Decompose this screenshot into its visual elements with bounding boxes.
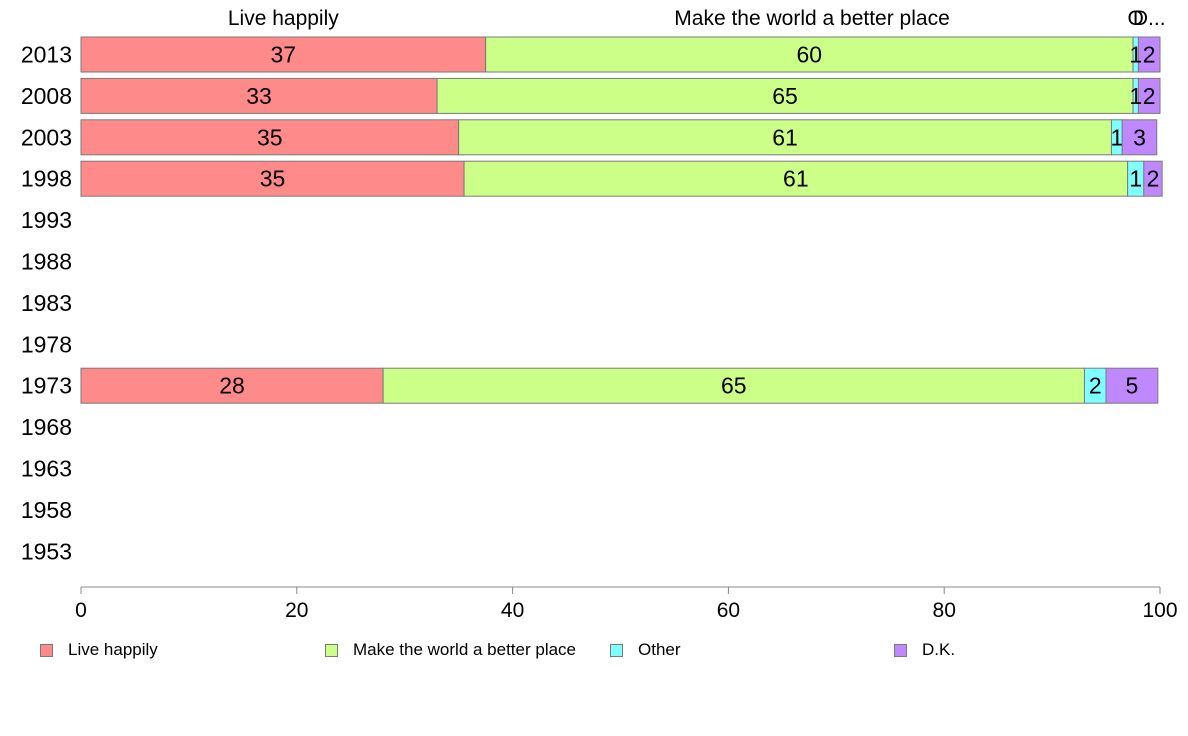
data-label-1998-series-2: 1 bbox=[1129, 166, 1142, 192]
year-label-1978: 1978 bbox=[21, 331, 72, 357]
bar-1998-series-0 bbox=[80, 160, 465, 197]
data-label-1973-series-0: 28 bbox=[219, 373, 245, 399]
legend-label-0: Live happily bbox=[68, 640, 158, 659]
year-label-1953: 1953 bbox=[21, 538, 72, 564]
data-label-1998-series-0: 35 bbox=[260, 166, 286, 192]
data-label-1998-series-1: 61 bbox=[783, 166, 809, 192]
year-label-2003: 2003 bbox=[21, 124, 72, 150]
x-tick-label-80: 80 bbox=[933, 599, 956, 622]
x-tick-label-20: 20 bbox=[285, 599, 308, 622]
legend-item-0: Live happily bbox=[40, 640, 158, 660]
year-axis-labels: 2013 2008 2003 1998 1993 1988 1983 1978 1973 1968… bbox=[21, 42, 72, 565]
year-label-1958: 1958 bbox=[21, 497, 72, 523]
data-label-2008-series-0: 33 bbox=[246, 83, 272, 109]
legend-item-1: Make the world a better place bbox=[325, 640, 576, 660]
data-label-2003-series-0: 35 bbox=[257, 124, 283, 150]
bar-2013-series-1 bbox=[485, 36, 1134, 73]
top-label-3: D... bbox=[1133, 7, 1166, 30]
legend-label-3: D.K. bbox=[922, 640, 956, 659]
legend-label-2: Other bbox=[638, 640, 681, 659]
legend-item-3: D.K. bbox=[894, 640, 955, 660]
year-label-1983: 1983 bbox=[21, 290, 72, 316]
data-label-2003-series-3: 3 bbox=[1133, 124, 1146, 150]
year-label-1993: 1993 bbox=[21, 207, 72, 233]
legend: Live happily Make the world a better plac… bbox=[0, 640, 1188, 662]
bars: 37 60 233 65 235 61 1 335 61 1 228 65 2 511 bbox=[80, 36, 1163, 404]
bar-2013-series-3 bbox=[1137, 36, 1161, 73]
year-label-2008: 2008 bbox=[21, 83, 72, 109]
data-label-2013-series-0: 37 bbox=[271, 42, 297, 68]
bar-1973-series-3 bbox=[1105, 367, 1159, 404]
top-category-labels: Live happily Make the world a better plac… bbox=[228, 7, 1166, 30]
year-label-1973: 1973 bbox=[21, 373, 72, 399]
year-label-1988: 1988 bbox=[21, 249, 72, 275]
legend-swatch-1 bbox=[325, 643, 338, 657]
top-label-2: O bbox=[1128, 7, 1144, 30]
x-tick-label-60: 60 bbox=[717, 599, 740, 622]
bar-1973-series-1 bbox=[382, 367, 1085, 404]
legend-label-1: Make the world a better place bbox=[353, 640, 577, 659]
data-label-2013-series-3: 2 bbox=[1143, 42, 1156, 68]
data-label-2003-series-1: 61 bbox=[772, 124, 798, 150]
year-label-1963: 1963 bbox=[21, 456, 72, 482]
x-tick-label-40: 40 bbox=[501, 599, 524, 622]
data-label-2003-series-2: 1 bbox=[1110, 124, 1123, 150]
data-label-2008-series-3: 2 bbox=[1143, 83, 1156, 109]
data-label-2013-series-1: 60 bbox=[797, 42, 823, 68]
data-label-1973-series-2: 2 bbox=[1089, 373, 1102, 399]
bar-2008-series-3 bbox=[1137, 77, 1161, 114]
bar-2008-series-0 bbox=[80, 77, 438, 114]
year-label-2013: 2013 bbox=[21, 42, 72, 68]
data-label-2008-series-1: 65 bbox=[772, 83, 798, 109]
bar-1973-series-0 bbox=[80, 367, 384, 404]
bar-1998-series-1 bbox=[463, 160, 1129, 197]
legend-swatch-0 bbox=[40, 643, 53, 657]
x-axis: 0 20 40 60 80 100 bbox=[75, 586, 1178, 622]
data-label-1973-series-3: 5 bbox=[1126, 373, 1139, 399]
legend-swatch-2 bbox=[610, 643, 623, 657]
year-label-1968: 1968 bbox=[21, 414, 72, 440]
bar-2003-series-1 bbox=[458, 119, 1112, 156]
bar-1998-series-3 bbox=[1143, 160, 1163, 197]
bar-2003-series-3 bbox=[1121, 119, 1158, 156]
top-label-0: Live happily bbox=[228, 7, 339, 30]
bar-2003-series-0 bbox=[80, 119, 460, 156]
data-label-1998-series-3: 2 bbox=[1147, 166, 1160, 192]
legend-swatch-3 bbox=[894, 643, 907, 657]
x-tick-label-0: 0 bbox=[75, 599, 87, 622]
overlap-label-1: 1 bbox=[1129, 83, 1142, 109]
x-tick-label-100: 100 bbox=[1142, 599, 1177, 622]
top-label-1: Make the world a better place bbox=[674, 7, 949, 30]
legend-item-2: Other bbox=[610, 640, 681, 660]
year-label-1998: 1998 bbox=[21, 166, 72, 192]
data-label-1973-series-1: 65 bbox=[721, 373, 747, 399]
overlap-label-0: 1 bbox=[1129, 42, 1142, 68]
